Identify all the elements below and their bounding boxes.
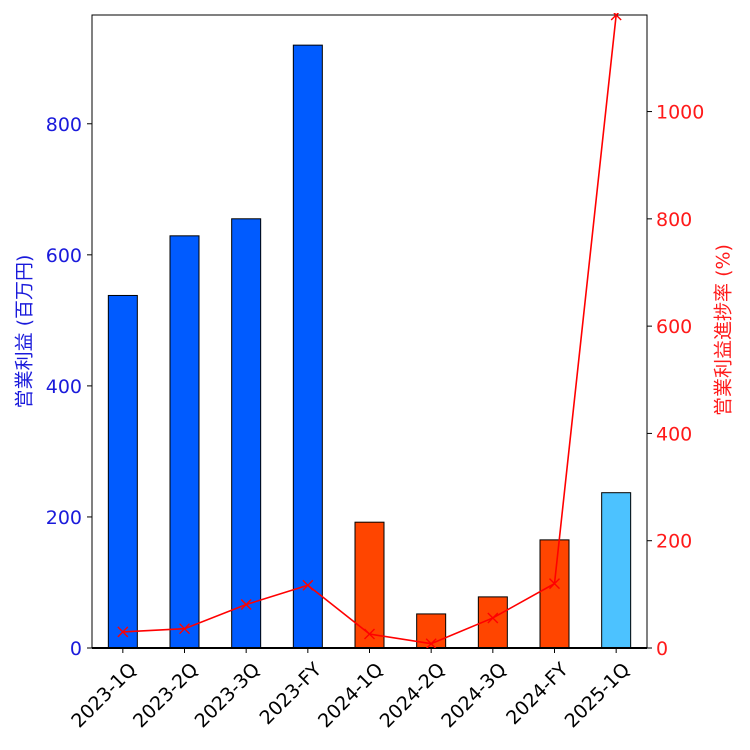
- bar-2024-FY: [539, 539, 570, 649]
- line-series-group: [117, 13, 622, 648]
- x-tick-label: 2024-3Q: [437, 659, 511, 733]
- line-marker-2023-3Q: [240, 599, 252, 611]
- line-marker-2024-1Q: [364, 628, 375, 640]
- x-tick-label: 2024-1Q: [314, 659, 388, 733]
- x-tick-label: 2024-2Q: [376, 659, 450, 733]
- line-marker-2023-FY: [302, 579, 314, 591]
- x-tick-label: 2023-3Q: [191, 659, 265, 733]
- right-tick-label: 800: [656, 209, 692, 231]
- x-tick-label: 2023-2Q: [129, 659, 203, 733]
- bar-2023-3Q: [231, 218, 262, 649]
- line-marker-2024-2Q: [425, 638, 437, 648]
- bar-2024-1Q: [354, 521, 385, 649]
- x-tick-label: 2023-1Q: [67, 659, 141, 733]
- line-marker-2023-1Q: [117, 626, 129, 638]
- line-marker-2024-3Q: [487, 612, 499, 624]
- left-tick-label: 600: [46, 245, 82, 267]
- bar-2025-1Q: [601, 492, 632, 649]
- right-tick-label: 1000: [656, 102, 704, 124]
- left-tick-label: 200: [46, 507, 82, 529]
- x-tick-label: 2025-1Q: [561, 659, 635, 733]
- right-tick-label: 0: [656, 638, 668, 660]
- right-axis-title: 営業利益進捗率 (%): [713, 244, 735, 416]
- left-tick-label: 800: [46, 114, 82, 136]
- right-tick-label: 400: [656, 423, 692, 445]
- right-tick-label: 200: [656, 531, 692, 553]
- line-marker-2025-1Q: [610, 13, 622, 21]
- bar-2023-1Q: [107, 294, 138, 649]
- right-tick-label: 600: [656, 316, 692, 338]
- left-tick-label: 400: [46, 376, 82, 398]
- bar-2023-2Q: [169, 235, 200, 649]
- bar-2023-FY: [292, 44, 323, 649]
- line-marker-2023-2Q: [179, 623, 190, 635]
- left-tick-label: 0: [70, 638, 82, 660]
- left-axis-title: 営業利益 (百万円): [14, 255, 36, 409]
- line-marker-2024-FY: [549, 578, 560, 590]
